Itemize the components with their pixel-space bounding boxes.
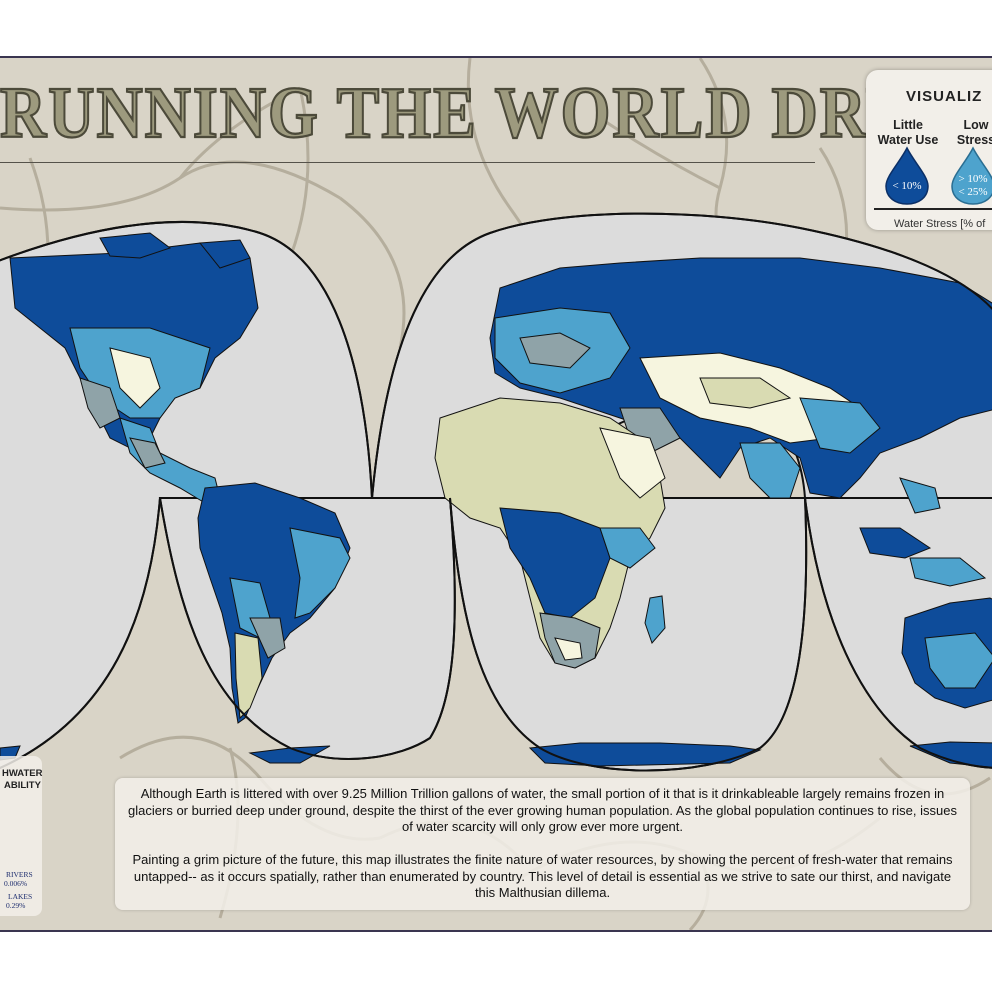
lakes-value: 0.29% [6, 901, 26, 910]
legend-item-low-stress-range-1: > 10% [958, 173, 988, 185]
legend-title: VISUALIZ [906, 88, 983, 105]
rivers-value: 0.006% [4, 879, 28, 888]
rivers-label: RIVERS [6, 870, 33, 879]
legend-panel: VISUALIZ Little Water Use < 10% Low Stre… [866, 70, 992, 230]
continent-africa [434, 397, 666, 669]
description-panel: Although Earth is littered with over 9.2… [115, 778, 970, 910]
projection-outline [0, 212, 992, 772]
antarctica [0, 741, 992, 768]
legend-item-little-use-label: Little Water Use [877, 118, 939, 147]
world-map [0, 212, 992, 772]
freshwater-heading-line1: HWATER [2, 768, 43, 779]
poster: RUNNING THE WORLD DRY [0, 56, 992, 932]
map-title: RUNNING THE WORLD DRY [0, 71, 914, 154]
description-paragraph-2: Painting a grim picture of the future, t… [132, 852, 953, 900]
legend-item-low-stress-label: Low Stress [956, 118, 992, 147]
legend-axis-label: Water Stress [% of [894, 218, 986, 230]
water-drop-icon-low-stress [951, 146, 992, 205]
continent-north-america [9, 232, 259, 504]
freshwater-heading-line2: ABILITY [4, 780, 41, 791]
title-underline [0, 162, 815, 163]
continent-oceania [859, 527, 992, 709]
legend-axis-line [874, 208, 992, 210]
water-drop-icon-little-use [885, 146, 929, 205]
legend-item-little-use-range: < 10% [892, 180, 922, 192]
freshwater-availability-panel: HWATER ABILITY RIVERS 0.006% LAKES 0.29% [0, 756, 42, 916]
continent-eurasia [489, 257, 992, 514]
description-paragraph-1: Although Earth is littered with over 9.2… [128, 786, 957, 834]
legend-item-low-stress-range-2: < 25% [958, 186, 988, 198]
lakes-label: LAKES [8, 892, 33, 901]
continent-south-america [197, 482, 351, 724]
